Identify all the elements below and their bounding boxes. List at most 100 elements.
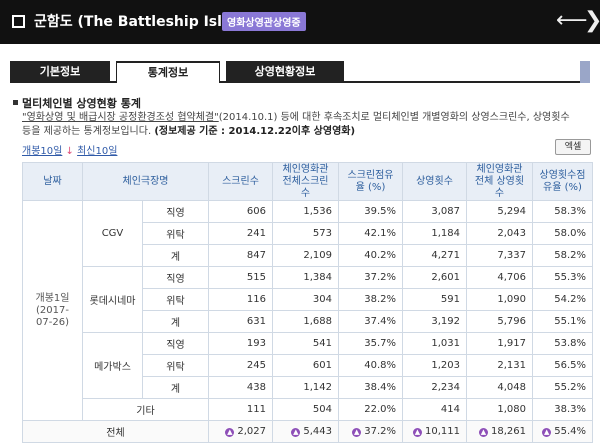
up-arrow-icon[interactable]: ▲ — [542, 428, 552, 437]
chain-screens-cell: 2,109 — [272, 244, 339, 267]
title-bar: 군함도 (The Battleship Island) 영화상영관상영중 ⟵ ❯ — [0, 0, 600, 44]
total-label-cell: 전체 — [22, 420, 209, 443]
arrow-left-icon[interactable]: ⟵ — [556, 8, 588, 33]
header-chain: 체인극장명 — [82, 162, 209, 201]
screens-cell: 245 — [208, 354, 273, 377]
table-row: 메가박스 직영 193 541 35.7% 1,031 1,917 53.8% — [23, 332, 593, 399]
date-cell: 개봉1일 (2017-07-26) — [22, 200, 83, 421]
table-row: 롯데시네마 직영 515 1,384 37.2% 2,601 4,706 55.3% — [23, 266, 593, 333]
shows-cell: 1,203 — [402, 354, 467, 377]
header-shows: 상영횟수 — [402, 162, 467, 201]
desc-criteria: (정보제공 기준 : 2014.12.22이후 상영영화) — [154, 126, 356, 137]
chain-screens-cell: 504 — [272, 398, 339, 421]
total-value: 55.4% — [554, 426, 586, 437]
chain-shows-cell: 1,917 — [466, 332, 533, 355]
operation-type-cell: 위탁 — [142, 222, 209, 245]
first-10-days-link[interactable]: 개봉10일 — [22, 146, 63, 157]
chain-shows-cell: 7,337 — [466, 244, 533, 267]
shows-cell: 414 — [402, 398, 467, 421]
up-arrow-icon[interactable]: ▲ — [291, 428, 301, 437]
show-share-cell: 56.5% — [532, 354, 593, 377]
show-share-cell: 53.8% — [532, 332, 593, 355]
screens-cell: 606 — [208, 200, 273, 223]
screen-share-cell: 42.1% — [338, 222, 403, 245]
bullet-icon — [13, 100, 18, 105]
shows-cell: 591 — [402, 288, 467, 311]
total-value: 5,443 — [303, 426, 332, 437]
show-share-cell: 58.0% — [532, 222, 593, 245]
operation-type-cell: 위탁 — [142, 288, 209, 311]
tab-screening-status[interactable]: 상영현황정보 — [226, 61, 344, 83]
screen-share-cell: 22.0% — [338, 398, 403, 421]
operation-type-cell: 직영 — [142, 332, 209, 355]
table-row: 개봉1일 (2017-07-26) CGV 직영 606 1,536 39.5% 3,087… — [22, 200, 593, 421]
excel-button[interactable]: 엑셀 — [555, 139, 591, 155]
show-share-cell: 58.2% — [532, 244, 593, 267]
tab-bar-end — [580, 61, 590, 83]
screens-cell: 193 — [208, 332, 273, 355]
up-arrow-icon[interactable]: ▲ — [479, 428, 488, 437]
chain-shows-cell: 1,080 — [466, 398, 533, 421]
screen-share-cell: 40.8% — [338, 354, 403, 377]
shows-cell: 2,234 — [402, 376, 467, 399]
section-title: 멀티체인별 상영현황 통계 — [13, 95, 141, 111]
up-arrow-icon[interactable]: ▲ — [352, 428, 362, 437]
show-share-cell: 55.2% — [532, 376, 593, 399]
shows-cell: 1,031 — [402, 332, 467, 355]
latest-10-days-link[interactable]: 최신10일 — [77, 146, 118, 157]
tab-basic-info[interactable]: 기본정보 — [10, 61, 110, 83]
chain-screens-total-cell: ▲ 5,443 — [272, 420, 339, 443]
movie-icon — [12, 15, 25, 28]
total-value: 10,111 — [425, 426, 460, 437]
chain-shows-cell: 5,294 — [466, 200, 533, 223]
shows-cell: 3,192 — [402, 310, 467, 333]
show-share-cell: 55.3% — [532, 266, 593, 289]
header-date: 날짜 — [22, 162, 83, 201]
total-value: 2,027 — [237, 426, 266, 437]
table-row: 계 847 2,109 40.2% 4,271 7,337 58.2% — [23, 244, 593, 267]
shows-cell: 3,087 — [402, 200, 467, 223]
screen-share-cell: 37.2% — [338, 266, 403, 289]
show-share-cell: 55.1% — [532, 310, 593, 333]
chain-screens-cell: 1,688 — [272, 310, 339, 333]
chain-shows-total-cell: ▲ 18,261 — [466, 420, 533, 443]
header-show-share: 상영횟수점유율 (%) — [532, 162, 593, 201]
show-share-total-cell: ▲ 55.4% — [532, 420, 593, 443]
table-row-other: 기타 111 504 22.0% 414 1,080 38.3% — [23, 398, 593, 421]
operation-type-cell: 직영 — [142, 200, 209, 223]
show-share-cell: 58.3% — [532, 200, 593, 223]
header-chain-total-screens: 체인영화관 전체스크린 수 — [272, 162, 339, 201]
other-label-cell: 기타 — [82, 398, 209, 421]
section-title-text: 멀티체인별 상영현황 통계 — [22, 97, 141, 110]
section-description: "영화상영 및 배급시장 공정환경조성 협약체결"(2014.10.1) 등에 … — [22, 111, 592, 139]
table-header-row: 날짜 체인극장명 스크린수 체인영화관 전체스크린 수 스크린점유율 (%) 상… — [22, 162, 593, 201]
tab-statistics[interactable]: 통계정보 — [116, 61, 220, 83]
agreement-link[interactable]: "영화상영 및 배급시장 공정환경조성 협약체결" — [22, 112, 219, 123]
table-row: 위탁 245 601 40.8% 1,203 2,131 56.5% — [23, 354, 593, 377]
chain-name-cell: 롯데시네마 — [82, 266, 143, 333]
operation-type-cell: 계 — [142, 376, 209, 399]
chain-screens-cell: 601 — [272, 354, 339, 377]
chain-screens-cell: 1,142 — [272, 376, 339, 399]
up-arrow-icon[interactable]: ▲ — [225, 428, 235, 437]
table-row-total: 전체 ▲ 2,027 ▲ 5,443 ▲ 37.2% ▲ 10,111 ▲ 18,261 ▲ 55.4% — [22, 420, 593, 443]
up-arrow-icon[interactable]: ▲ — [413, 428, 422, 437]
screen-share-cell: 38.4% — [338, 376, 403, 399]
screens-cell: 241 — [208, 222, 273, 245]
link-separator: ↓ — [65, 146, 74, 157]
chain-shows-cell: 5,796 — [466, 310, 533, 333]
chain-screens-cell: 1,536 — [272, 200, 339, 223]
chain-name-cell: 메가박스 — [82, 332, 143, 399]
screen-share-total-cell: ▲ 37.2% — [338, 420, 403, 443]
header-screens: 스크린수 — [208, 162, 273, 201]
movie-title: 군함도 (The Battleship Island) — [34, 14, 258, 30]
screen-share-cell: 39.5% — [338, 200, 403, 223]
screens-cell: 116 — [208, 288, 273, 311]
period-links: 개봉10일 ↓ 최신10일 — [22, 142, 117, 157]
operation-type-cell: 직영 — [142, 266, 209, 289]
chevron-right-icon[interactable]: ❯ — [584, 9, 600, 33]
show-share-cell: 38.3% — [532, 398, 593, 421]
chain-shows-cell: 4,048 — [466, 376, 533, 399]
chain-screens-cell: 1,384 — [272, 266, 339, 289]
shows-cell: 2,601 — [402, 266, 467, 289]
